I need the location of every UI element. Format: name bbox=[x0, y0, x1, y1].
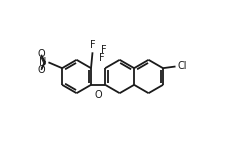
Text: N: N bbox=[39, 57, 46, 67]
Text: F: F bbox=[101, 45, 107, 55]
Text: O: O bbox=[37, 65, 45, 75]
Text: F: F bbox=[99, 53, 105, 63]
Text: O: O bbox=[94, 90, 102, 100]
Text: O: O bbox=[37, 49, 45, 59]
Text: F: F bbox=[90, 40, 95, 50]
Text: Cl: Cl bbox=[177, 62, 186, 71]
